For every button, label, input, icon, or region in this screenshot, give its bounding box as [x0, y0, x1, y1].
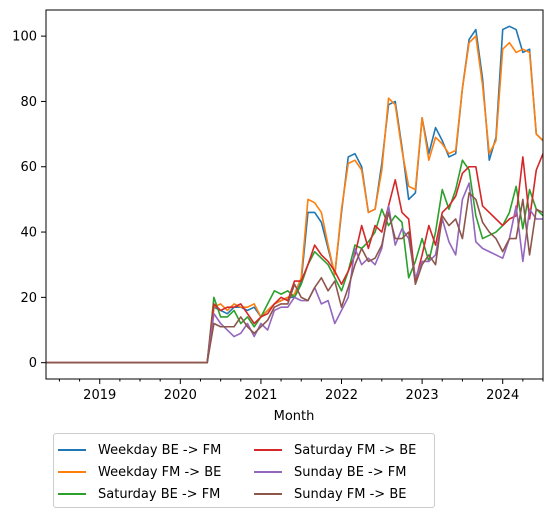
- x-tick-label: 2019: [83, 388, 116, 403]
- legend-label: Weekday BE -> FM: [98, 442, 222, 458]
- legend-swatch: [58, 493, 86, 495]
- y-axis: 0 20 40 60 80 100: [12, 30, 46, 371]
- legend-item-weekday-fm-be: Weekday FM -> BE: [58, 462, 221, 482]
- y-tick-label: 60: [20, 160, 37, 175]
- legend-item-saturday-fm-be: Saturday FM -> BE: [254, 440, 416, 460]
- x-tick-label: 2021: [244, 388, 277, 403]
- legend-label: Saturday BE -> FM: [98, 486, 221, 502]
- legend-swatch: [254, 471, 282, 473]
- x-tick-label: 2020: [164, 388, 197, 403]
- x-tick-label: 2022: [325, 388, 358, 403]
- legend-swatch: [58, 471, 86, 473]
- legend-label: Sunday BE -> FM: [294, 464, 407, 480]
- chart-canvas: 2019 2020 2021 2022 2023 2024 0 20 40 60 80 100 Mo…: [12, 9, 544, 424]
- legend-item-sunday-be-fm: Sunday BE -> FM: [254, 462, 406, 482]
- y-tick-label: 0: [29, 356, 37, 371]
- legend-item-sunday-fm-be: Sunday FM -> BE: [254, 484, 406, 504]
- legend-label: Saturday FM -> BE: [294, 442, 417, 458]
- legend-label: Sunday FM -> BE: [294, 486, 407, 502]
- y-tick-label: 40: [20, 226, 37, 241]
- legend-swatch: [254, 493, 282, 495]
- y-tick-label: 80: [20, 95, 37, 110]
- legend-swatch: [254, 449, 282, 451]
- legend-item-saturday-be-fm: Saturday BE -> FM: [58, 484, 220, 504]
- x-tick-label: 2024: [486, 388, 519, 403]
- legend-swatch: [58, 449, 86, 451]
- series-lines: [46, 25, 543, 364]
- x-axis-label: Month: [274, 409, 315, 424]
- y-tick-label: 100: [12, 30, 37, 45]
- legend-label: Weekday FM -> BE: [98, 464, 222, 480]
- series-line-5: [46, 192, 543, 364]
- legend: Weekday BE -> FM Weekday FM -> BE Saturd…: [53, 433, 435, 508]
- x-axis: 2019 2020 2021 2022 2023 2024: [58, 379, 544, 403]
- plot-area-frame: [45, 9, 544, 380]
- y-tick-label: 20: [20, 291, 37, 306]
- series-line-2: [46, 159, 543, 364]
- x-tick-label: 2023: [406, 388, 439, 403]
- series-line-4: [46, 182, 543, 364]
- legend-item-weekday-be-fm: Weekday BE -> FM: [58, 440, 221, 460]
